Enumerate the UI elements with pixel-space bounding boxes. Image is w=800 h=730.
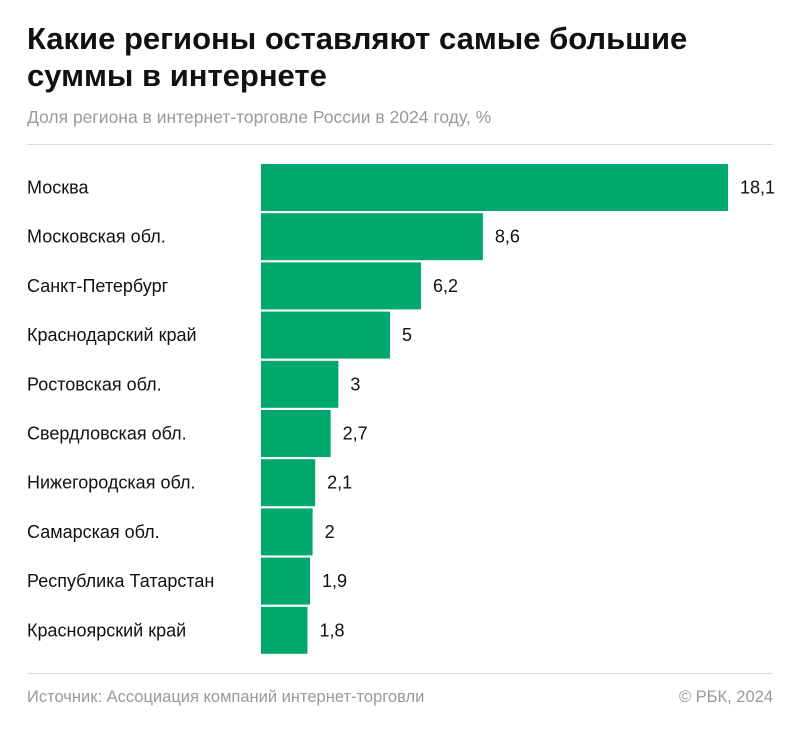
top-divider [27, 144, 773, 145]
source-note: Источник: Ассоциация компаний интернет-т… [27, 688, 425, 706]
bar [261, 360, 339, 408]
value-label: 1,8 [319, 620, 344, 640]
category-label: Московская обл. [27, 227, 166, 247]
bar [261, 606, 308, 654]
category-label: Самарская обл. [27, 522, 160, 542]
value-label: 2 [325, 522, 335, 542]
category-label: Краснодарский край [27, 325, 197, 345]
bar [261, 262, 421, 310]
value-label: 2,1 [327, 473, 352, 493]
value-label: 6,2 [433, 276, 458, 296]
chart-subtitle: Доля региона в интернет-торговле России … [27, 107, 492, 127]
bar [261, 164, 728, 211]
bar [261, 311, 391, 359]
category-label: Москва [27, 178, 89, 198]
bar [261, 410, 331, 457]
category-label: Красноярский край [27, 620, 186, 640]
category-label: Республика Татарстан [27, 571, 214, 591]
category-label: Нижегородская обл. [27, 473, 195, 493]
value-label: 3 [350, 374, 360, 394]
copyright: © РБК, 2024 [678, 688, 773, 706]
value-label: 1,9 [322, 571, 347, 591]
category-label: Свердловская обл. [27, 424, 187, 444]
bar [261, 508, 313, 556]
value-label: 8,6 [495, 227, 520, 247]
value-label: 5 [402, 325, 412, 345]
bottom-divider [27, 673, 773, 674]
bar [261, 557, 311, 605]
value-label: 2,7 [343, 424, 368, 444]
bar-chart: Москва 18,1 Московская обл. 8,6 Санкт-Петерб… [27, 164, 775, 654]
value-label: 18,1 [740, 178, 775, 198]
bar [261, 213, 483, 261]
bar [261, 459, 316, 507]
category-label: Санкт-Петербург [27, 276, 169, 296]
chart-title: Какие регионы оставляют самые большие су… [27, 21, 688, 93]
category-label: Ростовская обл. [27, 374, 162, 394]
